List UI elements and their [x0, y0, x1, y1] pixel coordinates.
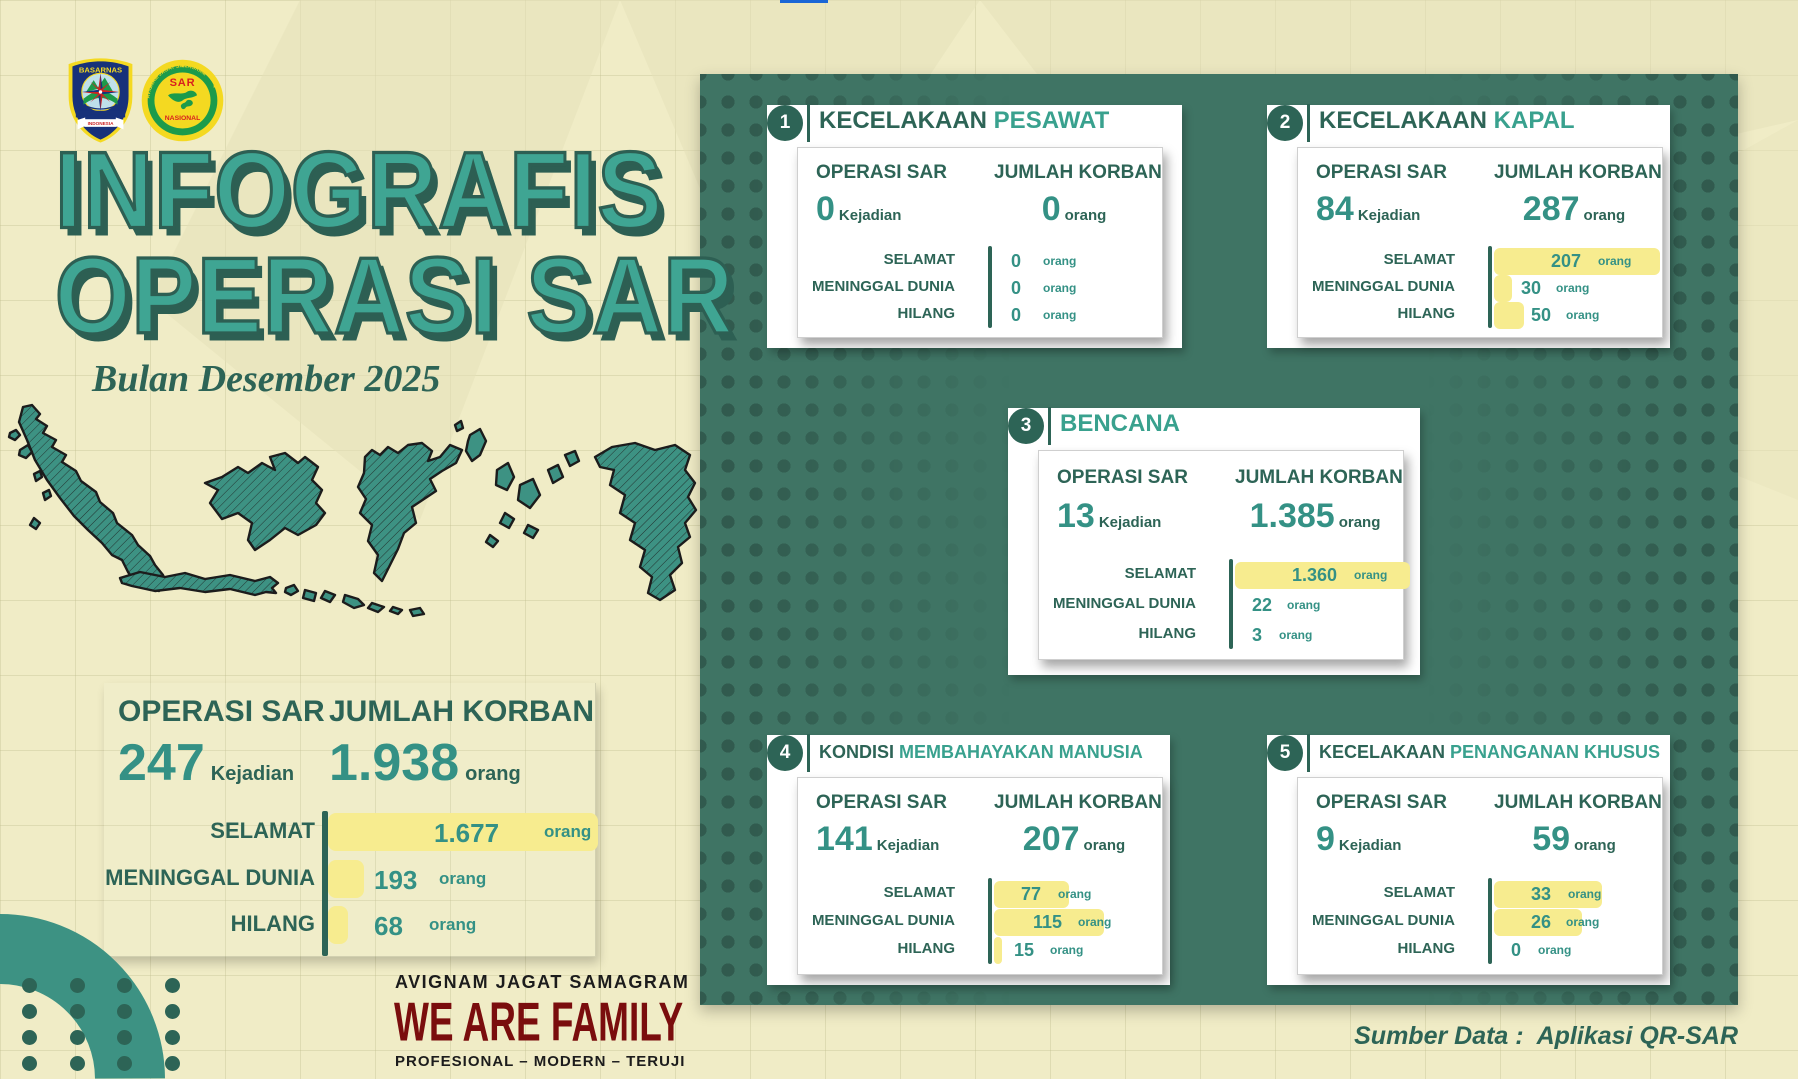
svg-text:INDONESIA: INDONESIA — [88, 121, 115, 126]
svg-text:SAR: SAR — [170, 77, 196, 89]
svg-text:★: ★ — [213, 84, 218, 90]
svg-text:NASIONAL: NASIONAL — [165, 115, 201, 122]
